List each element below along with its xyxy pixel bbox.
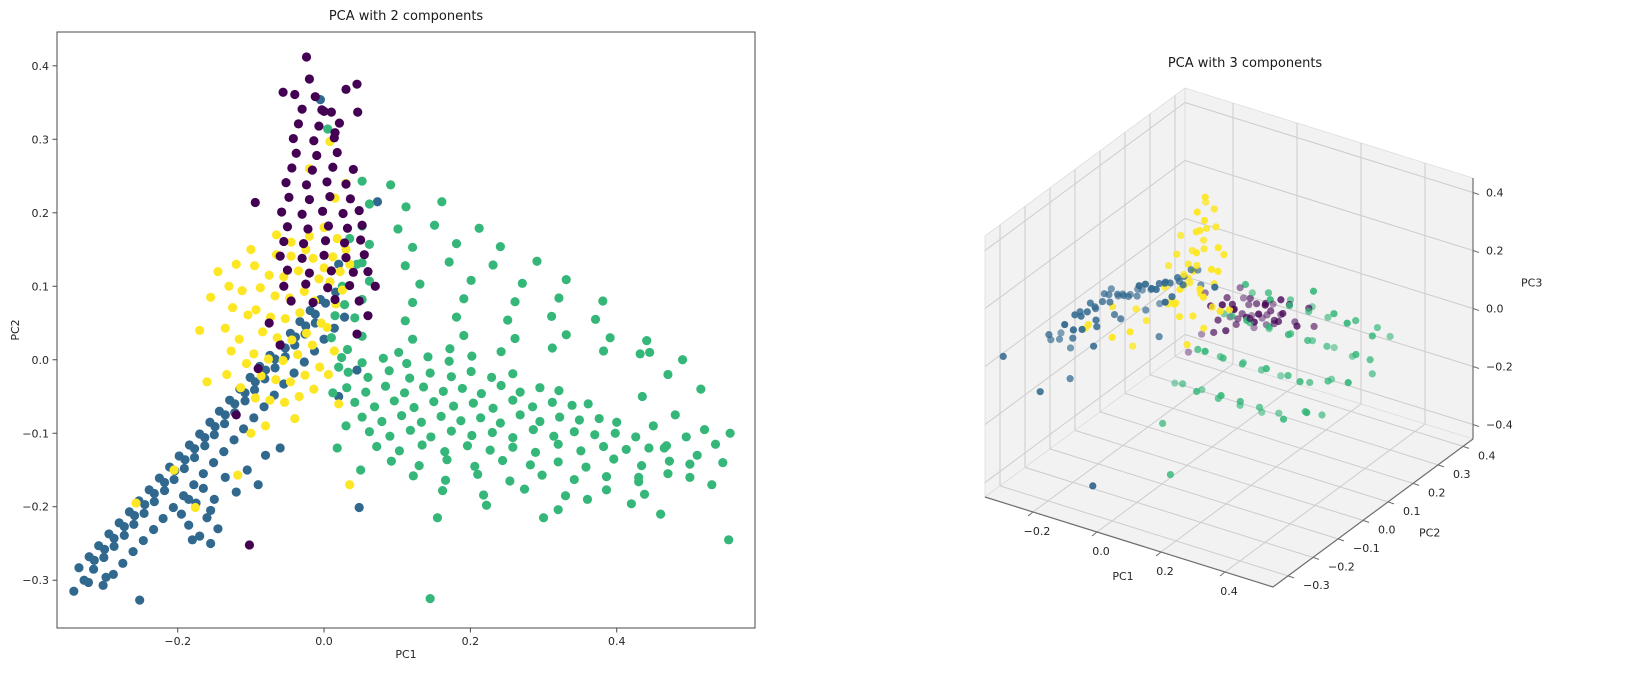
svg-text:PC2: PC2 [9, 319, 22, 340]
svg-text:0.0: 0.0 [1486, 303, 1504, 316]
svg-text:−0.1: −0.1 [1353, 542, 1380, 555]
svg-text:−0.4: −0.4 [1486, 419, 1513, 432]
pca-2d-title: PCA with 2 components [328, 9, 484, 24]
svg-text:−0.2: −0.2 [1486, 361, 1513, 374]
svg-text:0.0: 0.0 [315, 635, 333, 648]
svg-text:PC2: PC2 [1419, 526, 1440, 539]
svg-text:0.1: 0.1 [32, 280, 50, 293]
svg-text:0.3: 0.3 [1453, 468, 1471, 481]
svg-text:−0.2: −0.2 [22, 501, 49, 514]
svg-text:0.2: 0.2 [1428, 486, 1446, 499]
svg-text:−0.2: −0.2 [164, 635, 191, 648]
svg-text:PC1: PC1 [1112, 570, 1133, 583]
svg-text:−0.3: −0.3 [1303, 579, 1330, 592]
svg-text:0.4: 0.4 [1220, 585, 1238, 598]
svg-text:0.0: 0.0 [1092, 545, 1110, 558]
svg-text:0.2: 0.2 [1156, 565, 1174, 578]
svg-text:0.4: 0.4 [1478, 449, 1496, 462]
svg-text:0.1: 0.1 [1403, 505, 1421, 518]
pca-3d-title: PCA with 3 components [1167, 56, 1323, 71]
svg-text:0.0: 0.0 [32, 354, 50, 367]
svg-text:0.2: 0.2 [1486, 245, 1504, 258]
svg-text:0.4: 0.4 [1486, 187, 1504, 200]
svg-text:0.4: 0.4 [32, 60, 50, 73]
svg-text:0.0: 0.0 [1378, 523, 1396, 536]
svg-text:−0.3: −0.3 [22, 574, 49, 587]
svg-text:0.2: 0.2 [32, 207, 50, 220]
svg-text:−0.1: −0.1 [22, 427, 49, 440]
svg-text:PC1: PC1 [395, 648, 416, 661]
svg-text:0.3: 0.3 [32, 133, 50, 146]
svg-text:−0.2: −0.2 [1024, 525, 1051, 538]
svg-text:0.2: 0.2 [462, 635, 480, 648]
svg-text:PC3: PC3 [1521, 277, 1542, 290]
svg-text:0.4: 0.4 [608, 635, 626, 648]
svg-text:−0.2: −0.2 [1328, 560, 1355, 573]
